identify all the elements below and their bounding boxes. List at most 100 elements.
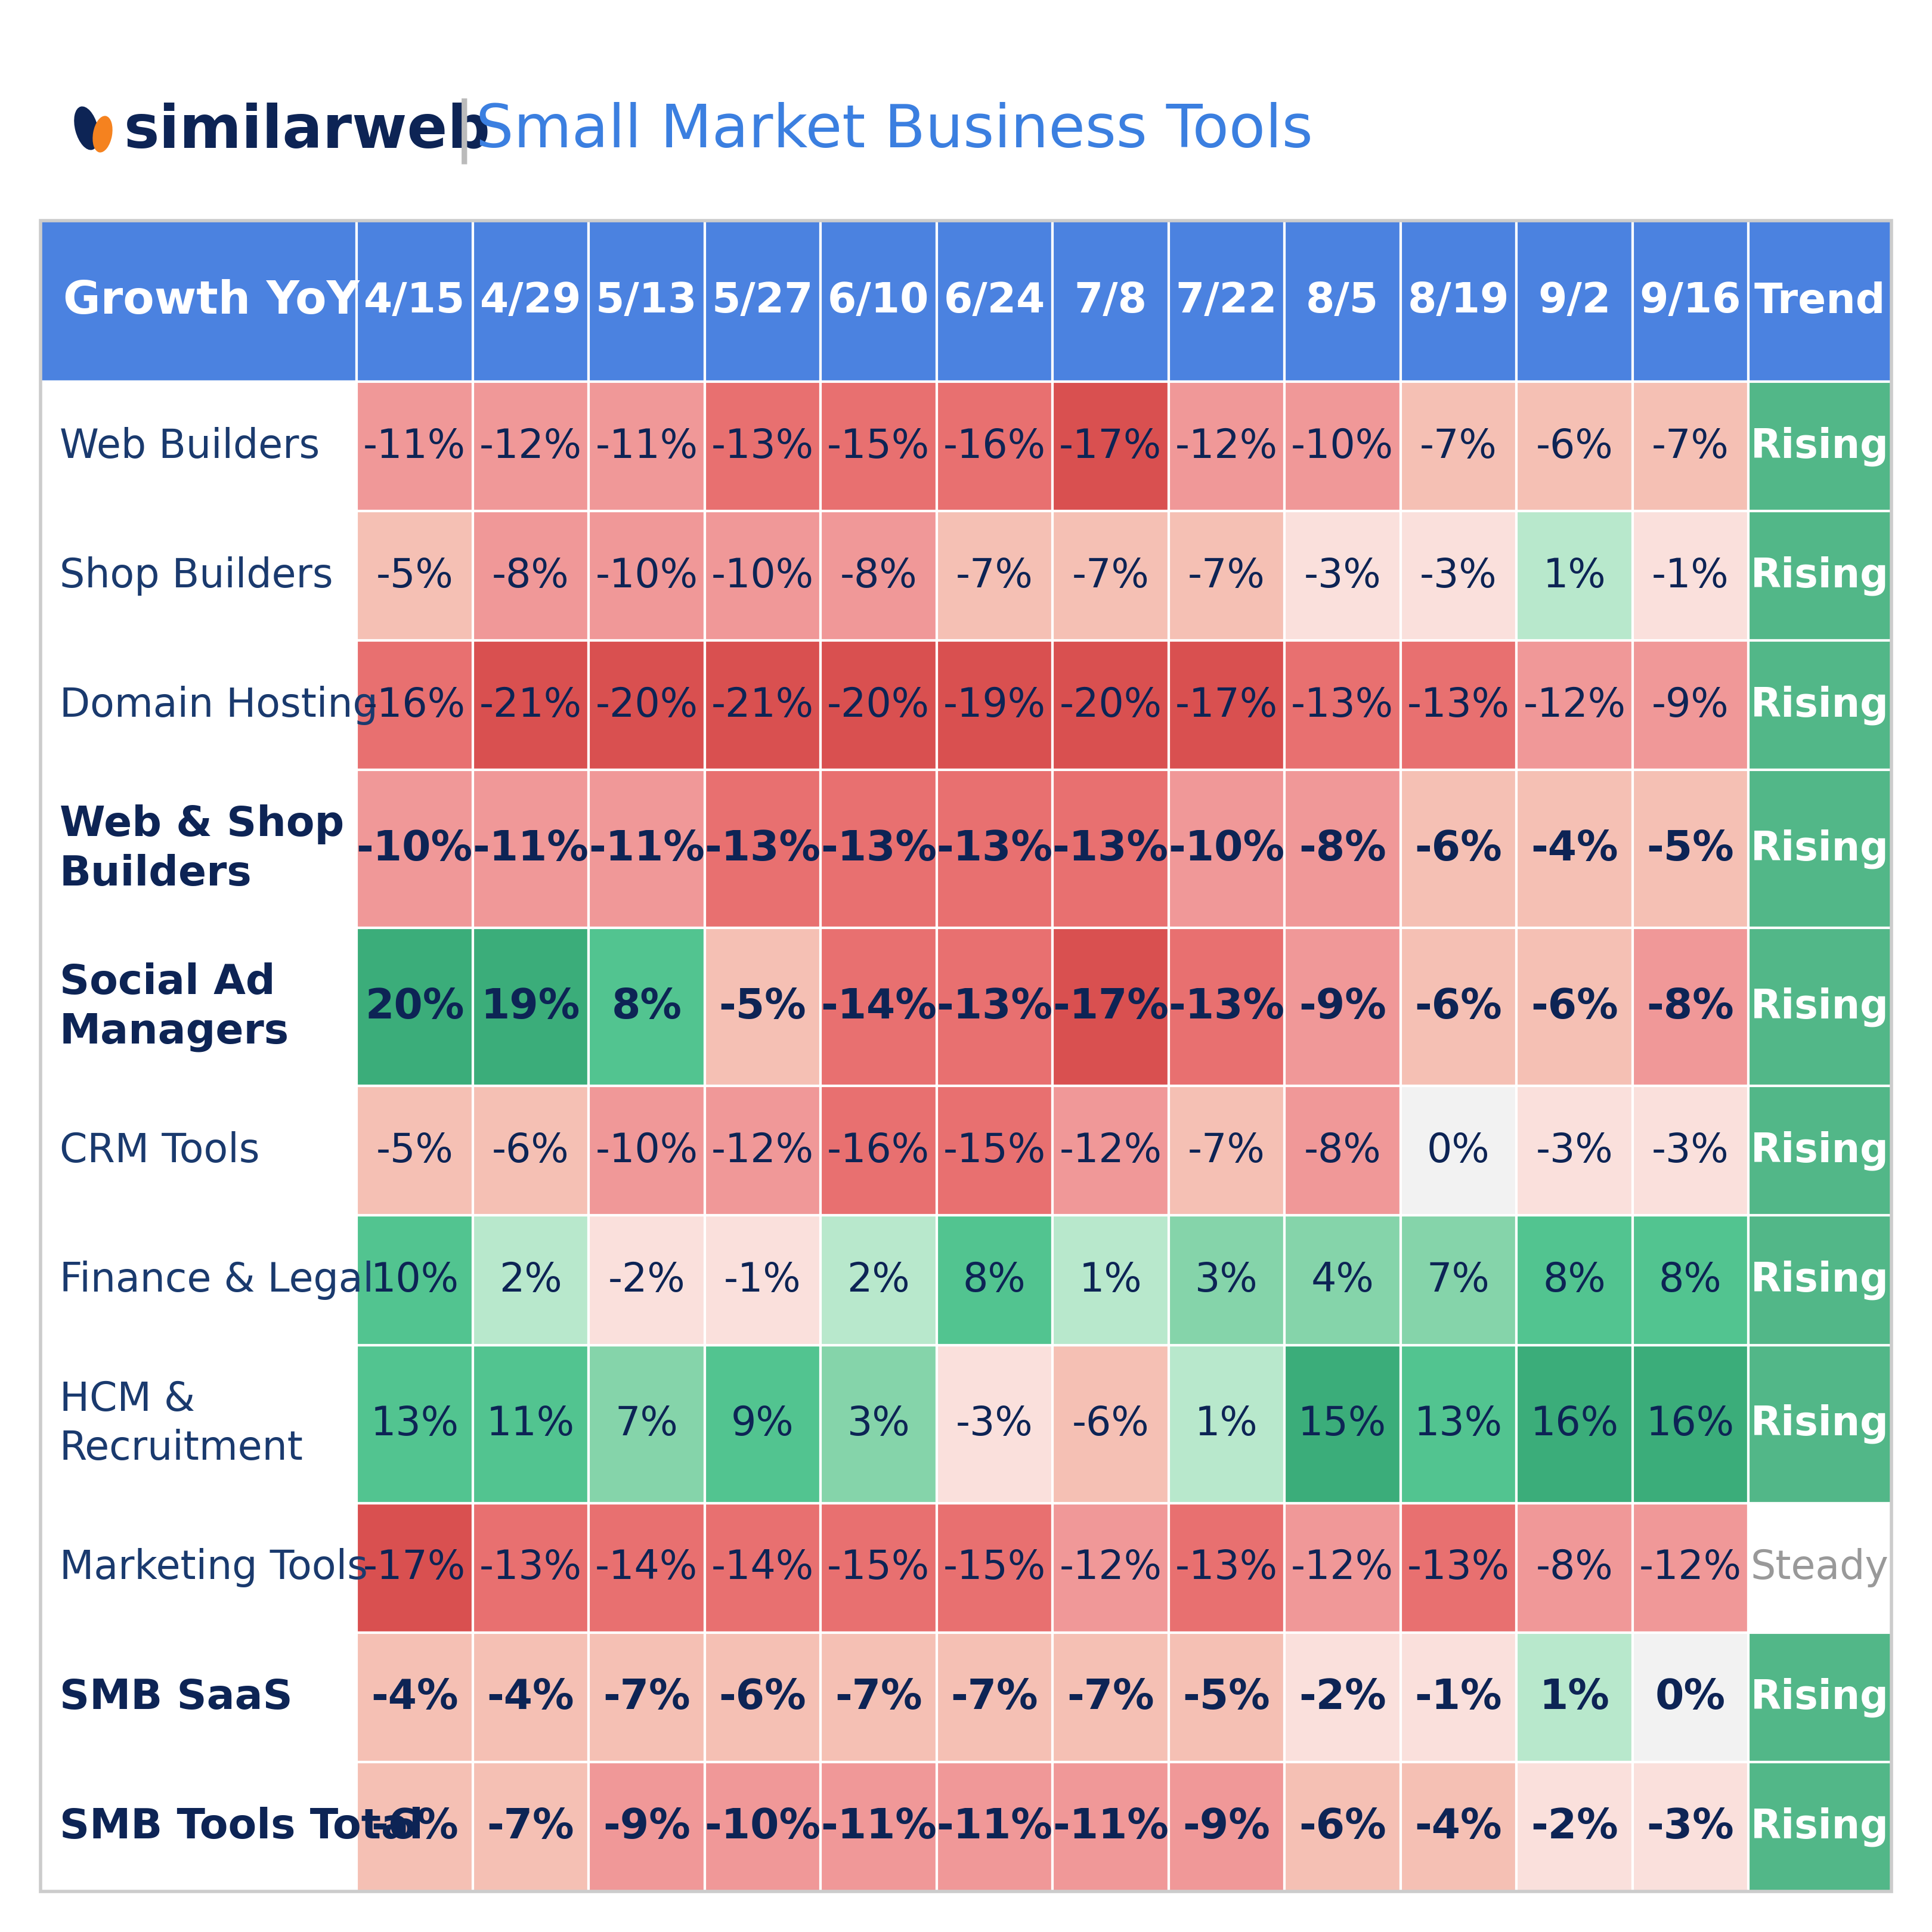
Text: -15%: -15% xyxy=(827,427,929,466)
Bar xyxy=(937,1762,1053,1891)
Bar xyxy=(41,1345,357,1503)
Bar xyxy=(473,383,589,512)
Text: -17%: -17% xyxy=(1053,987,1169,1028)
Bar xyxy=(1053,220,1169,383)
Text: Small Market Business Tools: Small Market Business Tools xyxy=(475,102,1314,160)
Text: -13%: -13% xyxy=(1291,686,1393,724)
Bar xyxy=(1053,927,1169,1086)
Text: -5%: -5% xyxy=(377,556,454,595)
Text: -15%: -15% xyxy=(943,1130,1045,1171)
Bar xyxy=(1169,927,1285,1086)
Bar xyxy=(41,1762,357,1891)
Text: 4%: 4% xyxy=(1312,1260,1374,1300)
Text: 3%: 3% xyxy=(1194,1260,1258,1300)
Bar xyxy=(41,1633,357,1762)
Bar xyxy=(41,771,357,927)
Text: -3%: -3% xyxy=(1536,1130,1613,1171)
Bar xyxy=(705,927,821,1086)
Bar xyxy=(1285,1503,1401,1633)
Text: -8%: -8% xyxy=(493,556,570,595)
Bar xyxy=(1748,1633,1891,1762)
Text: -2%: -2% xyxy=(1530,1806,1619,1847)
Text: 6/24: 6/24 xyxy=(943,282,1045,321)
Text: -7%: -7% xyxy=(603,1677,690,1718)
Text: -7%: -7% xyxy=(1072,556,1150,595)
Bar xyxy=(357,1503,473,1633)
Text: 3%: 3% xyxy=(846,1405,910,1443)
Text: -10%: -10% xyxy=(1291,427,1393,466)
Text: 7%: 7% xyxy=(614,1405,678,1443)
Bar xyxy=(1748,1503,1891,1633)
Bar xyxy=(937,1633,1053,1762)
Text: -11%: -11% xyxy=(821,1806,937,1847)
Text: Shop Builders: Shop Builders xyxy=(60,556,332,595)
Bar xyxy=(937,1215,1053,1345)
Text: -8%: -8% xyxy=(1298,829,1385,869)
Text: -15%: -15% xyxy=(943,1548,1045,1588)
Text: -13%: -13% xyxy=(937,829,1053,869)
Bar xyxy=(1053,1086,1169,1215)
Text: 8/19: 8/19 xyxy=(1408,282,1509,321)
Bar xyxy=(937,641,1053,771)
Text: -12%: -12% xyxy=(711,1130,813,1171)
Bar xyxy=(1517,220,1633,383)
Text: Rising: Rising xyxy=(1750,829,1889,869)
Bar xyxy=(937,383,1053,512)
Bar xyxy=(41,641,357,771)
Bar xyxy=(41,1215,357,1345)
Text: 8/5: 8/5 xyxy=(1306,282,1379,321)
Bar xyxy=(821,927,937,1086)
Text: Rising: Rising xyxy=(1750,1130,1889,1171)
Text: -13%: -13% xyxy=(711,427,813,466)
Bar xyxy=(473,771,589,927)
Text: -6%: -6% xyxy=(1414,829,1503,869)
Text: 2%: 2% xyxy=(498,1260,562,1300)
Bar xyxy=(357,1086,473,1215)
Bar xyxy=(1169,1215,1285,1345)
Bar xyxy=(1285,1633,1401,1762)
Bar xyxy=(41,383,357,512)
Bar xyxy=(821,771,937,927)
Text: -10%: -10% xyxy=(595,1130,697,1171)
Text: Rising: Rising xyxy=(1750,686,1889,724)
Bar xyxy=(1517,771,1633,927)
Text: -11%: -11% xyxy=(473,829,589,869)
Text: -17%: -17% xyxy=(1175,686,1277,724)
Bar xyxy=(1633,1633,1748,1762)
Text: -6%: -6% xyxy=(1072,1405,1150,1443)
Bar xyxy=(821,1345,937,1503)
Bar xyxy=(1169,1345,1285,1503)
Bar xyxy=(589,641,705,771)
Text: -9%: -9% xyxy=(603,1806,690,1847)
Text: 7/22: 7/22 xyxy=(1177,282,1277,321)
Bar xyxy=(357,1345,473,1503)
Bar xyxy=(937,512,1053,641)
Text: -17%: -17% xyxy=(363,1548,466,1588)
Text: -10%: -10% xyxy=(595,556,697,595)
Text: -6%: -6% xyxy=(1530,987,1619,1028)
Text: Rising: Rising xyxy=(1750,1260,1889,1300)
Text: 1%: 1% xyxy=(1078,1260,1142,1300)
Bar xyxy=(705,1633,821,1762)
Text: SMB SaaS: SMB SaaS xyxy=(60,1677,292,1718)
Bar xyxy=(1748,1086,1891,1215)
Text: 7/8: 7/8 xyxy=(1074,282,1148,321)
Bar xyxy=(1169,1633,1285,1762)
Text: -2%: -2% xyxy=(1298,1677,1385,1718)
Text: Social Ad
Managers: Social Ad Managers xyxy=(60,962,290,1051)
Bar xyxy=(705,512,821,641)
Text: -7%: -7% xyxy=(951,1677,1037,1718)
Text: -3%: -3% xyxy=(1652,1130,1729,1171)
Text: -16%: -16% xyxy=(827,1130,929,1171)
Bar xyxy=(41,1086,357,1215)
Text: 0%: 0% xyxy=(1428,1130,1490,1171)
Text: -20%: -20% xyxy=(827,686,929,724)
Bar xyxy=(1633,512,1748,641)
Bar xyxy=(1401,220,1517,383)
Text: -7%: -7% xyxy=(487,1806,574,1847)
Text: HCM &
Recruitment: HCM & Recruitment xyxy=(60,1379,303,1468)
Text: Rising: Rising xyxy=(1750,427,1889,466)
Text: -4%: -4% xyxy=(1530,829,1619,869)
Bar xyxy=(705,641,821,771)
Text: -12%: -12% xyxy=(1522,686,1625,724)
